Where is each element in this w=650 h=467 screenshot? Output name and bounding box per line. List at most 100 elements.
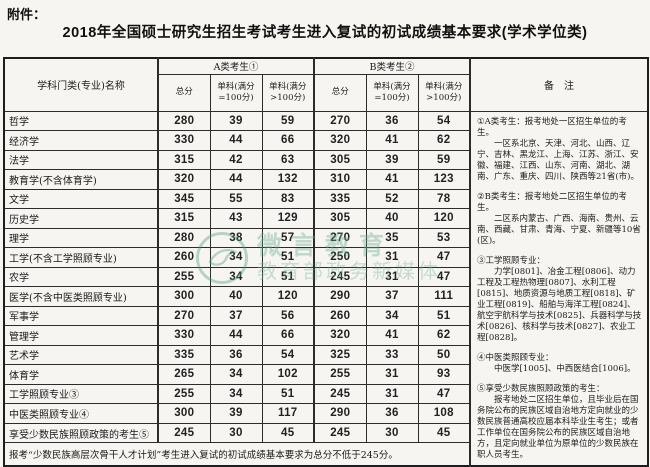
score-cell: 93	[417, 364, 471, 385]
column-header-b-total: 总分	[313, 73, 367, 112]
score-cell: 245	[313, 266, 367, 288]
score-cell: 41	[365, 169, 419, 190]
score-cell: 39	[365, 149, 419, 171]
table-row: 军事学 270 37 56 260 34 51	[3, 305, 648, 327]
score-cell: 260	[313, 305, 367, 327]
score-cell: 41	[365, 325, 419, 346]
table-row: 经济学 330 44 66 320 41 62	[3, 130, 648, 151]
score-cell: 36	[365, 110, 419, 132]
score-cell: 245	[313, 383, 367, 405]
score-cell: 44	[209, 169, 263, 190]
score-cell: 66	[261, 325, 315, 346]
score-cell: 41	[365, 130, 419, 151]
column-header-b-single100: 单科(满分 =100分)	[365, 73, 419, 112]
column-header-subject: 学科门类(专业)名称	[3, 57, 159, 112]
remarks-cell: ①A类考生：报考地处一区招生单位的考生。 一区系北京、天津、河北、山西、辽宁、吉…	[469, 110, 649, 466]
score-cell: 270	[313, 227, 367, 249]
table-row: 法学 315 42 63 305 39 59	[3, 149, 648, 171]
score-cell: 44	[209, 325, 263, 346]
remark-paragraph: 一区系北京、天津、河北、山西、辽宁、吉林、黑龙江、上海、江苏、浙江、安徽、福建、…	[477, 138, 639, 182]
subject-cell: 教育学(不含体育学)	[3, 169, 159, 190]
score-cell: 54	[261, 344, 315, 366]
score-cell: 315	[157, 149, 211, 171]
score-cell: 325	[313, 344, 367, 366]
remark-paragraph: ①A类考生：报考地处一区招生单位的考生。	[477, 116, 627, 138]
score-cell: 310	[313, 169, 367, 190]
score-cell: 250	[313, 247, 367, 268]
score-cell: 255	[157, 266, 211, 288]
score-cell: 129	[261, 208, 315, 229]
score-cell: 280	[157, 227, 211, 249]
score-cell: 31	[365, 266, 419, 288]
column-header-remarks: 备 注	[469, 57, 649, 112]
subject-cell: 医学(不含中医类照顾专业)	[3, 286, 159, 307]
score-cell: 34	[209, 247, 263, 268]
score-cell: 270	[157, 305, 211, 327]
score-cell: 280	[157, 110, 211, 132]
score-cell: 315	[157, 208, 211, 229]
subject-cell: 工学(不含工学照顾专业)	[3, 247, 159, 268]
column-header-a-total: 总分	[157, 73, 211, 112]
score-cell: 255	[313, 364, 367, 385]
score-cell: 39	[209, 403, 263, 424]
subject-cell: 历史学	[3, 208, 159, 229]
score-cell: 34	[209, 383, 263, 405]
score-cell: 305	[313, 149, 367, 171]
score-cell: 51	[261, 266, 315, 288]
remark-paragraph: 中医学[1005]、中西医结合[1006]。	[494, 363, 636, 374]
score-cell: 62	[417, 130, 471, 151]
subject-cell: 法学	[3, 149, 159, 171]
score-cell: 43	[209, 208, 263, 229]
score-cell: 120	[417, 208, 471, 229]
score-cell: 117	[261, 403, 315, 424]
score-cell: 59	[417, 149, 471, 171]
score-cell: 53	[417, 227, 471, 249]
table-row: 教育学(不含体育学) 320 44 132 310 41 123	[3, 169, 648, 190]
subject-cell: 体育学	[3, 364, 159, 385]
score-cell: 51	[261, 247, 315, 268]
score-cell: 111	[417, 286, 471, 307]
score-cell: 50	[417, 344, 471, 366]
score-cell: 57	[261, 227, 315, 249]
score-cell: 30	[209, 422, 263, 444]
score-cell: 45	[417, 422, 471, 444]
remark-paragraph: 报考地处二区招生单位，且毕业后在国务院公布的民族区域自治地方定向就业的少数民族普…	[477, 394, 639, 460]
score-cell: 290	[313, 286, 367, 307]
column-header-b-singleover100: 单科(满分 >100分)	[417, 73, 471, 112]
score-cell: 34	[209, 364, 263, 385]
score-cell: 54	[417, 110, 471, 132]
score-cell: 66	[261, 130, 315, 151]
score-cell: 33	[365, 344, 419, 366]
remark-paragraph: ③工学照顾专业：	[477, 255, 546, 266]
score-cell: 123	[417, 169, 471, 190]
table-row: 工学(不含工学照顾专业) 260 34 51 250 31 47	[3, 247, 648, 268]
score-cell: 42	[209, 149, 263, 171]
score-cell: 59	[261, 110, 315, 132]
score-cell: 120	[261, 286, 315, 307]
table-row: 享受少数民族照顾政策的考生⑤ 245 30 45 245 30 45	[3, 422, 648, 444]
score-cell: 132	[261, 169, 315, 190]
score-cell: 305	[313, 208, 367, 229]
score-cell: 52	[365, 188, 419, 210]
score-cell: 37	[209, 305, 263, 327]
score-requirements-table: 学科门类(专业)名称 A类考生① B类考生② 备 注 总分 单科(满分 =100…	[3, 57, 650, 467]
score-cell: 345	[157, 188, 211, 210]
score-cell: 62	[417, 325, 471, 346]
table-row: 理学 280 38 57 270 35 53	[3, 227, 648, 249]
score-cell: 35	[365, 227, 419, 249]
score-cell: 47	[417, 247, 471, 268]
score-cell: 300	[157, 286, 211, 307]
subject-cell: 管理学	[3, 325, 159, 346]
table-row: 中医类照顾专业④ 300 39 117 290 36 108	[3, 403, 648, 424]
score-cell: 51	[261, 383, 315, 405]
remark-paragraph: ②B类考生：报考地处二区招生单位的考生。	[477, 191, 627, 213]
remark-paragraph: ④中医类照顾专业：	[477, 352, 554, 363]
subject-cell: 经济学	[3, 130, 159, 151]
score-cell: 37	[365, 286, 419, 307]
score-cell: 34	[209, 266, 263, 288]
subject-cell: 艺术学	[3, 344, 159, 366]
subject-cell: 中医类照顾专业④	[3, 403, 159, 424]
score-cell: 335	[313, 188, 367, 210]
score-cell: 38	[209, 227, 263, 249]
subject-cell: 工学照顾专业③	[3, 383, 159, 405]
